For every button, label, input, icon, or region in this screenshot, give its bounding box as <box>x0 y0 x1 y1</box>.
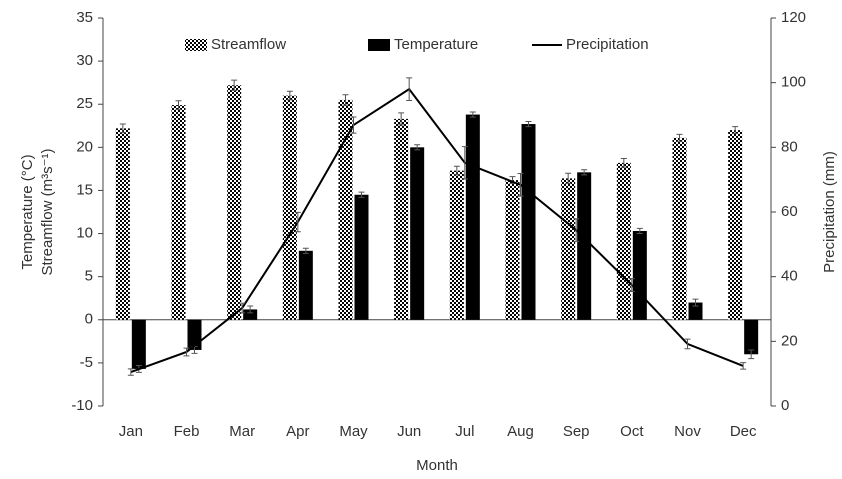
error-bar <box>286 90 293 101</box>
error-bar <box>119 123 126 134</box>
error-bar <box>748 349 755 360</box>
bar <box>171 105 186 320</box>
bar <box>521 124 536 320</box>
bar <box>131 319 146 369</box>
bar <box>577 172 592 320</box>
bar <box>449 170 464 320</box>
error-bar <box>628 278 635 293</box>
bar <box>115 128 130 320</box>
x-axis-label: Month <box>416 457 458 474</box>
x-tick-label: Apr <box>286 423 309 440</box>
y2-tick-label: 120 <box>781 9 806 26</box>
y-tick-label: -10 <box>71 397 93 414</box>
error-bar <box>692 298 699 307</box>
error-bar <box>175 100 182 110</box>
error-bar <box>414 144 421 151</box>
y2-tick-label: 0 <box>781 397 789 414</box>
error-bar <box>636 227 643 235</box>
x-tick-label: Jan <box>119 423 143 440</box>
error-bar <box>740 362 747 370</box>
error-bar <box>398 112 405 126</box>
bar <box>632 230 647 320</box>
y-tick-label: 25 <box>76 95 93 112</box>
bar <box>744 319 759 355</box>
error-bar <box>684 338 691 350</box>
error-bar <box>517 173 524 197</box>
x-tick-label: Aug <box>507 423 534 440</box>
error-bar <box>620 158 627 168</box>
line <box>130 87 744 373</box>
x-tick-label: Feb <box>174 423 200 440</box>
legend-swatch <box>368 39 390 51</box>
error-bar <box>406 77 413 101</box>
bar <box>616 162 631 320</box>
bar <box>243 309 258 320</box>
y-tick-label: 20 <box>76 138 93 155</box>
legend-label: Streamflow <box>211 36 286 53</box>
error-bar <box>565 172 572 185</box>
error-bar <box>294 211 301 233</box>
legend-swatch <box>185 39 207 51</box>
y-tick-label: 30 <box>76 52 93 69</box>
bar <box>465 114 480 320</box>
y-tick-label: 10 <box>76 225 93 242</box>
y-tick-label: 15 <box>76 181 93 198</box>
y2-tick-label: 80 <box>781 138 798 155</box>
x-tick-label: Jul <box>455 423 474 440</box>
y2-tick-label: 60 <box>781 203 798 220</box>
legend-label: Precipitation <box>566 36 649 53</box>
error-bar <box>350 116 357 134</box>
bar <box>354 194 369 320</box>
error-bar <box>302 247 309 254</box>
y2-tick-label: 20 <box>781 332 798 349</box>
y-axis-label: Streamflow (m³s⁻¹) <box>39 148 56 275</box>
error-bar <box>461 146 468 180</box>
x-tick-label: Mar <box>229 423 255 440</box>
legend-label: Temperature <box>394 36 478 53</box>
y2-tick-label: 100 <box>781 74 806 91</box>
y2-axis-label: Precipitation (mm) <box>821 151 838 273</box>
error-bar <box>676 133 683 142</box>
error-bar <box>581 169 588 176</box>
error-bar <box>358 191 365 198</box>
x-tick-label: Sep <box>563 423 590 440</box>
error-bar <box>239 302 246 314</box>
x-tick-label: Nov <box>674 423 701 440</box>
bar <box>227 85 242 320</box>
error-bar <box>342 94 349 106</box>
bar <box>394 118 409 320</box>
error-bar <box>469 111 476 118</box>
error-bar <box>525 120 532 128</box>
y-tick-label: -5 <box>80 354 93 371</box>
y-axis-label: Temperature (°C) <box>19 154 36 269</box>
x-tick-label: Oct <box>620 423 644 440</box>
error-bar <box>247 305 254 314</box>
x-tick-label: Dec <box>730 423 757 440</box>
error-bar <box>732 126 739 135</box>
error-bar <box>127 368 134 376</box>
error-bar <box>573 218 580 242</box>
x-tick-label: Jun <box>397 423 421 440</box>
y-tick-label: 35 <box>76 9 93 26</box>
bar <box>728 130 743 320</box>
bar <box>688 302 703 320</box>
error-bar <box>231 79 238 91</box>
error-bar <box>453 165 460 176</box>
y-tick-label: 0 <box>85 311 93 328</box>
error-bar <box>183 347 190 357</box>
y2-tick-label: 40 <box>781 268 798 285</box>
bar <box>410 147 425 320</box>
bar <box>298 250 313 320</box>
bar <box>561 178 576 320</box>
bar <box>505 180 520 320</box>
bar <box>672 137 687 320</box>
bar <box>282 95 297 320</box>
y-tick-label: 5 <box>85 268 93 285</box>
x-tick-label: May <box>339 423 368 440</box>
bar <box>338 99 353 320</box>
